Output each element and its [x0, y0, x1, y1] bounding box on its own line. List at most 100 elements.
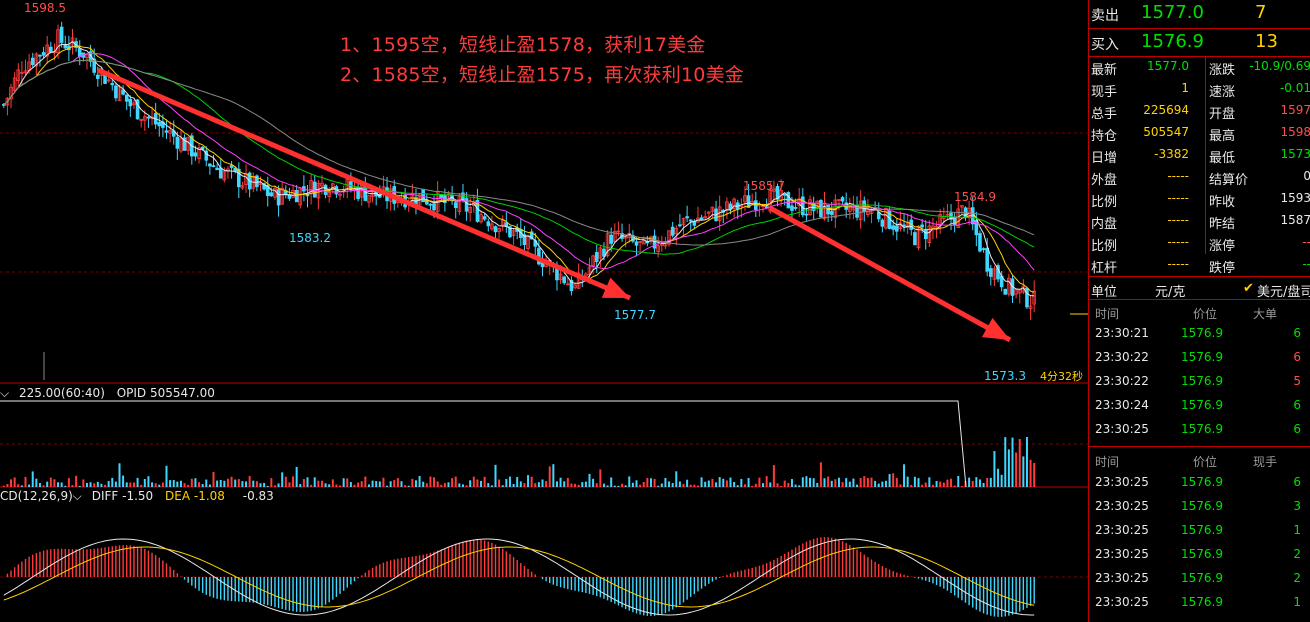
- volume-bar: [505, 478, 508, 487]
- candle-body: [631, 235, 635, 242]
- volume-bar: [400, 481, 403, 487]
- trade-row[interactable]: 23:30:25 1576.9 6: [1089, 470, 1310, 494]
- price-chart[interactable]: [0, 0, 1088, 622]
- chevron-down-icon[interactable]: ⌵: [72, 489, 82, 503]
- candle-body: [613, 231, 617, 242]
- macd-indicator-name[interactable]: CD(12,26,9): [0, 489, 73, 503]
- volume-bar: [353, 484, 356, 487]
- volume-bar: [234, 479, 237, 487]
- ma20-line: [3, 52, 1035, 271]
- candle-body: [204, 150, 209, 161]
- volume-bar: [143, 478, 146, 487]
- sell-row[interactable]: 卖出 1577.0 7: [1089, 0, 1310, 28]
- stat-label: 现手: [1091, 85, 1118, 100]
- volume-bar: [624, 485, 627, 487]
- volume-bar: [324, 483, 327, 487]
- volume-bar: [866, 477, 869, 487]
- candle-body: [269, 192, 274, 197]
- candle-body: [132, 102, 136, 106]
- volume-bar: [631, 482, 634, 487]
- stat-value: -0.01: [1279, 81, 1310, 95]
- trade-price: 1576.9: [1181, 547, 1223, 561]
- volume-bar: [606, 485, 609, 487]
- sell-label: 卖出: [1091, 8, 1119, 24]
- volume-bar: [751, 485, 754, 487]
- volume-bar: [508, 476, 511, 487]
- volume-bar: [689, 484, 692, 487]
- trade-row[interactable]: 23:30:25 1576.9 2: [1089, 566, 1310, 590]
- volume-bar: [78, 485, 81, 487]
- candle-body: [895, 225, 899, 232]
- volume-bar: [642, 482, 645, 487]
- candle-body: [305, 194, 310, 197]
- volume-bar: [942, 482, 945, 487]
- trade-row[interactable]: 23:30:22 1576.9 6: [1089, 345, 1310, 369]
- chart-area[interactable]: 1、1595空，短线止盈1578，获利17美金 2、1585空，短线止盈1575…: [0, 0, 1088, 622]
- trade-row[interactable]: 23:30:21 1576.9 6: [1089, 321, 1310, 345]
- unit-option[interactable]: 美元/盘司: [1257, 285, 1310, 300]
- candle-body: [656, 245, 660, 253]
- volume-bar: [617, 485, 620, 487]
- volume-bar: [682, 483, 685, 487]
- candle-body: [920, 224, 924, 228]
- trade-price: 1576.9: [1181, 374, 1223, 388]
- volume-bar: [888, 474, 891, 487]
- candle-body: [453, 202, 458, 209]
- volume-bar: [281, 472, 284, 487]
- trade-row[interactable]: 23:30:22 1576.9 5: [1089, 369, 1310, 393]
- unit-value[interactable]: 元/克: [1155, 285, 1186, 300]
- candle-body: [681, 217, 686, 225]
- volume-bar: [476, 479, 479, 487]
- candle-body: [9, 86, 13, 100]
- volume-bar: [386, 485, 389, 487]
- volume-bar: [313, 477, 316, 487]
- divider: [1205, 188, 1206, 210]
- volume-bar: [371, 480, 374, 487]
- trade-row[interactable]: 23:30:25 1576.9 2: [1089, 542, 1310, 566]
- volume-bar: [693, 484, 696, 487]
- candle-body: [312, 181, 317, 198]
- candle-body: [974, 220, 979, 236]
- volume-bar: [35, 478, 38, 487]
- candle-body: [294, 190, 299, 203]
- trade-time: 23:30:25: [1095, 595, 1149, 609]
- candle-body: [710, 206, 715, 212]
- volume-bar: [895, 477, 898, 487]
- volume-bar: [169, 480, 172, 487]
- candle-body: [168, 130, 172, 134]
- volume-bar: [845, 478, 848, 487]
- stat-row: 比例 ----- 涨停 --: [1089, 232, 1310, 254]
- volume-header: ⌵ 225.00(60:40) OPID 505547.00: [0, 386, 215, 401]
- candle-body: [106, 79, 111, 82]
- ma60-line: [3, 59, 1035, 246]
- candle-body: [59, 26, 64, 43]
- candle-body: [56, 29, 60, 54]
- checkbox-icon[interactable]: ✔: [1243, 281, 1254, 296]
- volume-bar: [436, 481, 439, 487]
- trade-row[interactable]: 23:30:24 1576.9 6: [1089, 393, 1310, 417]
- trade-row[interactable]: 23:30:25 1576.9 1: [1089, 518, 1310, 542]
- volume-bar: [125, 482, 128, 487]
- chevron-down-icon[interactable]: ⌵: [0, 386, 10, 400]
- candle-body: [884, 208, 888, 229]
- buy-row[interactable]: 买入 1576.9 13: [1089, 29, 1310, 57]
- volume-bar: [884, 480, 887, 487]
- volume-bar: [129, 482, 132, 487]
- trade-row[interactable]: 23:30:25 1576.9 1: [1089, 590, 1310, 614]
- volume-bar: [548, 466, 551, 487]
- candle-body: [978, 233, 982, 252]
- stat-label: 比例: [1091, 195, 1118, 210]
- volume-bar: [657, 485, 660, 487]
- stat-label: 日增: [1091, 151, 1118, 166]
- trade-row[interactable]: 23:30:25 1576.9 6: [1089, 417, 1310, 441]
- trade-time: 23:30:25: [1095, 523, 1149, 537]
- volume-bar: [1011, 437, 1014, 487]
- countdown-timer: 4分32秒: [1040, 370, 1083, 383]
- volume-bar: [960, 485, 963, 487]
- volume-bar: [245, 481, 248, 487]
- trade-row[interactable]: 23:30:25 1576.9 3: [1089, 494, 1310, 518]
- stat-label: 跌停: [1209, 261, 1236, 276]
- volume-bar: [140, 484, 143, 487]
- volume-bar: [378, 481, 381, 487]
- volume-bar: [856, 484, 859, 487]
